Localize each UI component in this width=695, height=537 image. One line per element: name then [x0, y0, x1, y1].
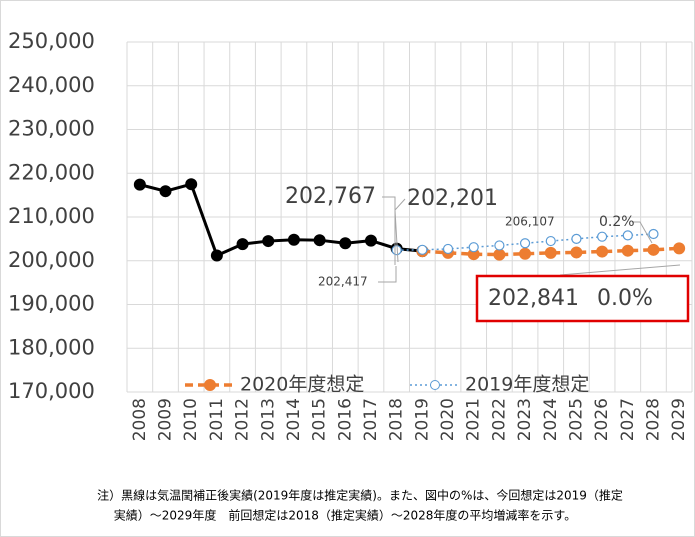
x-tick-label: 2020 [438, 398, 458, 441]
point [313, 234, 326, 247]
legend-label: 2019年度想定 [465, 374, 589, 396]
point [571, 233, 582, 244]
point [468, 242, 479, 253]
point [287, 233, 300, 246]
x-tick-label: 2011 [207, 398, 227, 441]
point [442, 243, 454, 255]
y-tick-label: 190,000 [8, 292, 95, 316]
point [648, 228, 659, 240]
series-line [422, 246, 680, 257]
x-tick-label: 2014 [284, 398, 304, 441]
point [570, 246, 583, 259]
point [493, 248, 506, 261]
x-tick-label: 2023 [515, 398, 535, 441]
footnote: 実績）～2029年度 前回想定は2018（推定実績）～2028年度の平均増減率を… [114, 508, 576, 523]
legend-label: 2020年度想定 [240, 374, 364, 396]
leader [382, 196, 396, 265]
y-tick-label: 210,000 [8, 204, 95, 228]
point [262, 235, 275, 248]
annotation: 202,201 [407, 186, 498, 211]
leader [632, 221, 653, 244]
footnote: 注）黒線は気温閏補正後実績(2019年度は推定実績)。また、図中の%は、今回想定… [97, 488, 623, 503]
annotation: 202,767 [285, 184, 376, 209]
x-tick-label: 2028 [643, 398, 663, 441]
x-tick-label: 2017 [361, 398, 381, 441]
annotation: 0.2% [599, 214, 635, 230]
point [236, 238, 249, 251]
y-tick-label: 170,000 [8, 379, 95, 403]
x-tick-label: 2029 [669, 398, 689, 441]
x-tick-label: 2024 [541, 398, 561, 441]
point [597, 231, 608, 242]
legend-marker [204, 379, 216, 391]
y-tick-label: 180,000 [8, 335, 95, 359]
x-tick-label: 2010 [181, 398, 201, 441]
point [133, 178, 146, 191]
point [622, 230, 633, 241]
x-tick-label: 2015 [310, 398, 330, 441]
point [621, 244, 634, 257]
highlight-box [475, 274, 690, 323]
point [364, 234, 377, 247]
annotation: 0.0% [597, 286, 653, 311]
x-tick-label: 2021 [464, 398, 484, 441]
y-tick-label: 240,000 [8, 73, 95, 97]
x-tick-label: 2016 [335, 398, 355, 441]
x-tick-label: 2009 [156, 398, 176, 441]
point [673, 242, 686, 255]
y-tick-label: 230,000 [8, 117, 95, 141]
point [159, 185, 172, 198]
point [596, 245, 609, 258]
x-tick-label: 2013 [258, 398, 278, 441]
point [519, 238, 531, 249]
y-tick-label: 220,000 [8, 160, 95, 184]
leader [378, 266, 397, 283]
annotation: 206,107 [505, 215, 555, 229]
x-tick-label: 2019 [412, 398, 432, 441]
leader [559, 264, 681, 276]
x-tick-label: 2027 [618, 398, 638, 441]
y-tick-label: 250,000 [8, 29, 95, 53]
x-tick-label: 2018 [387, 398, 407, 441]
point [647, 243, 660, 256]
legend-marker [430, 380, 440, 390]
annotation: 202,841 [488, 286, 579, 311]
y-tick-label: 200,000 [8, 248, 95, 272]
x-tick-label: 2008 [130, 398, 150, 441]
leader [394, 198, 406, 263]
annotation: 202,417 [318, 275, 368, 289]
point [210, 249, 223, 262]
x-tick-label: 2022 [489, 398, 509, 441]
x-tick-label: 2026 [592, 398, 612, 441]
point [544, 246, 557, 259]
x-tick-label: 2012 [233, 398, 253, 441]
point [519, 247, 532, 260]
point [185, 178, 198, 191]
point [339, 237, 352, 250]
point [545, 235, 556, 247]
point [417, 244, 428, 255]
point [494, 240, 505, 251]
x-tick-label: 2025 [566, 398, 586, 441]
